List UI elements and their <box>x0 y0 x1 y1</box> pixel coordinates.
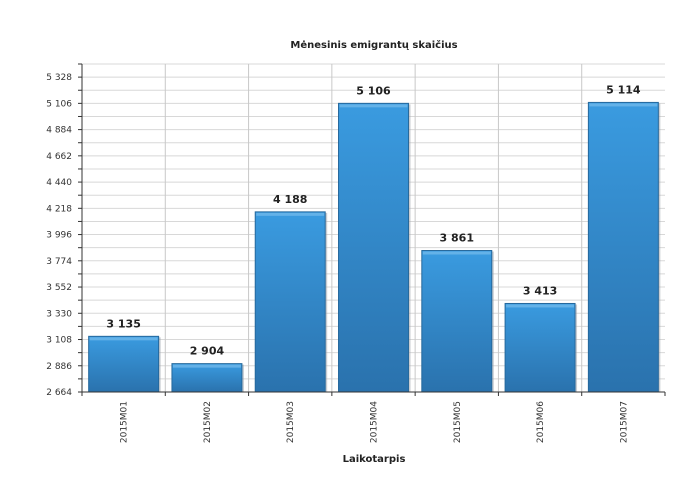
y-tick-label: 3 108 <box>46 336 72 346</box>
bar-highlight <box>339 104 408 108</box>
y-tick-label: 3 552 <box>46 283 72 293</box>
data-label: 3 135 <box>106 317 140 330</box>
x-tick-label: 2015M03 <box>286 401 296 443</box>
bar-highlight <box>172 364 241 368</box>
x-axis-label: Laikotarpis <box>343 454 406 465</box>
x-tick-label: 2015M06 <box>536 401 546 443</box>
y-tick-label: 2 664 <box>46 388 72 398</box>
x-tick-label: 2015M07 <box>619 401 629 443</box>
bar <box>587 101 659 393</box>
bar-highlight <box>89 337 158 341</box>
y-tick-label: 5 106 <box>46 99 72 109</box>
y-tick-label: 4 662 <box>46 152 72 162</box>
y-tick-label: 3 996 <box>46 231 72 241</box>
axes: 2 664 2 886 3 108 3 330 3 552 3 774 3 996 4 218… <box>46 63 666 443</box>
y-tick-label: 3 774 <box>46 257 72 267</box>
y-tick-label: 4 440 <box>46 178 72 188</box>
y-tick-label: 4 884 <box>46 126 72 136</box>
data-label: 3 413 <box>523 284 557 297</box>
y-tick-label: 5 328 <box>46 73 72 83</box>
data-label: 4 188 <box>273 193 307 206</box>
chart-title: Mėnesinis emigrantų skaičius <box>290 39 457 51</box>
bar <box>338 102 409 393</box>
bar <box>254 211 326 393</box>
bar <box>171 363 243 393</box>
bar-highlight <box>422 251 491 255</box>
data-label: 5 114 <box>606 83 641 96</box>
bar-highlight <box>589 103 658 107</box>
x-tick-label: 2015M04 <box>370 401 380 443</box>
x-tick-label: 2015M02 <box>203 401 213 443</box>
data-label: 5 106 <box>356 84 391 97</box>
x-tick-label: 2015M01 <box>120 401 130 443</box>
y-tick-label: 4 218 <box>46 204 72 214</box>
bar <box>88 335 160 393</box>
bars: 3 135 2 904 4 188 5 106 3 861 3 413 5 114 <box>88 83 661 393</box>
y-tick-label: 3 330 <box>46 309 72 319</box>
bar-highlight <box>256 212 325 216</box>
data-label: 3 861 <box>440 232 474 245</box>
bar <box>504 302 576 393</box>
x-tick-label: 2015M05 <box>453 401 463 443</box>
bar-highlight <box>506 304 575 308</box>
bar <box>421 250 493 393</box>
data-label: 2 904 <box>190 345 225 358</box>
y-tick-label: 2 886 <box>46 362 72 372</box>
